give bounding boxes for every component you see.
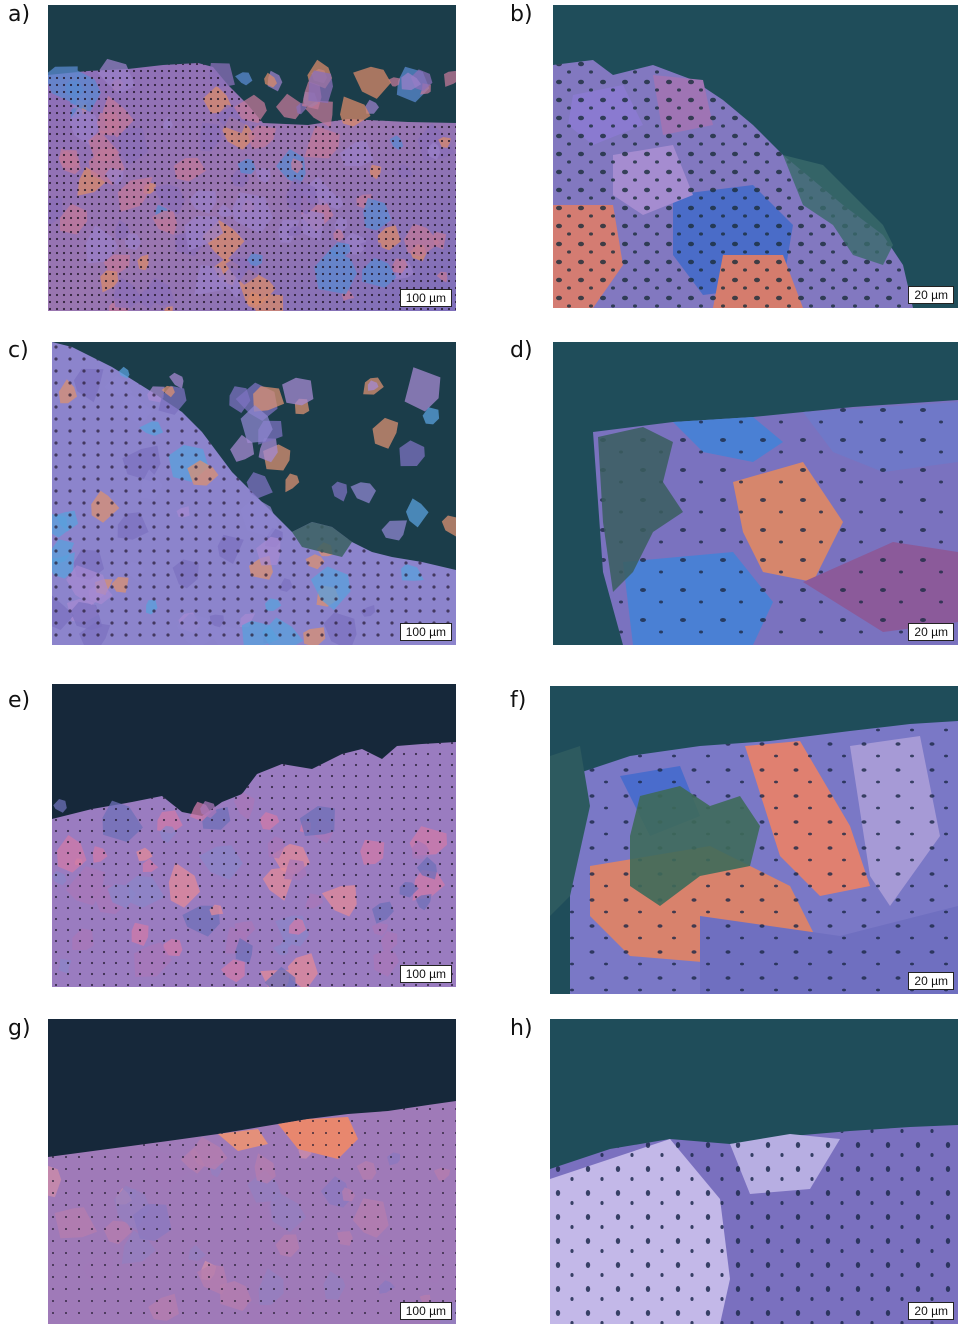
grain [161, 385, 175, 398]
panel-label-h: h) [510, 1016, 533, 1041]
scale-bar-f: 20 µm [908, 972, 954, 990]
micrograph-f-image [550, 686, 958, 994]
scale-bar-d: 20 µm [908, 623, 954, 641]
grain [258, 438, 278, 463]
grain [372, 417, 399, 449]
panel-label-e: e) [8, 688, 31, 713]
grain [229, 386, 251, 413]
micrograph-g-image [48, 1019, 456, 1324]
grain [264, 72, 277, 88]
grain [444, 70, 456, 87]
grain [381, 520, 407, 541]
micrograph-e-image [52, 684, 456, 987]
micrograph-e: 100 µm [52, 684, 456, 987]
panel-label-a: a) [8, 2, 31, 27]
grain [331, 481, 348, 502]
grain [253, 386, 285, 412]
panel-label-f: f) [510, 688, 527, 713]
micrograph-a-image [48, 5, 456, 311]
grain [53, 799, 67, 813]
grain [353, 66, 391, 99]
micrograph-c-image [52, 342, 456, 645]
scale-bar-b: 20 µm [908, 286, 954, 304]
micrograph-d-image [553, 342, 958, 645]
grain [282, 377, 314, 406]
grain [406, 498, 429, 528]
scale-bar-c: 100 µm [399, 623, 452, 641]
micrograph-a: 100 µm [48, 5, 456, 311]
micrograph-g: 100 µm [48, 1019, 456, 1324]
grain [285, 473, 300, 493]
micrograph-d: 20 µm [553, 342, 958, 645]
panel-label-b: b) [510, 2, 533, 27]
scale-bar-a: 100 µm [399, 289, 452, 307]
micrograph-h-image [550, 1019, 958, 1324]
grain [308, 70, 333, 104]
grain [276, 93, 301, 120]
grain [240, 405, 273, 444]
scale-bar-g: 100 µm [399, 1302, 452, 1320]
grain [235, 72, 253, 86]
scale-bar-e: 100 µm [399, 965, 452, 983]
scale-bar-h: 20 µm [908, 1302, 954, 1320]
grain [340, 96, 371, 127]
grain [365, 99, 379, 114]
micrograph-c: 100 µm [52, 342, 456, 645]
grain [388, 77, 401, 87]
grain [399, 440, 425, 467]
grain [404, 367, 441, 412]
grain [401, 72, 422, 91]
grain [169, 372, 184, 389]
grain [350, 482, 376, 504]
micrograph-h: 20 µm [550, 1019, 958, 1324]
micrograph-f: 20 µm [550, 686, 958, 994]
micrograph-b: 20 µm [553, 5, 958, 308]
grain [230, 434, 255, 462]
micrograph-b-image [553, 5, 958, 308]
grain [246, 472, 273, 499]
grain [422, 407, 440, 425]
grain [367, 380, 379, 391]
grain [441, 515, 456, 537]
panel-label-g: g) [8, 1016, 31, 1041]
panel-label-c: c) [8, 338, 29, 363]
panel-label-d: d) [510, 338, 533, 363]
